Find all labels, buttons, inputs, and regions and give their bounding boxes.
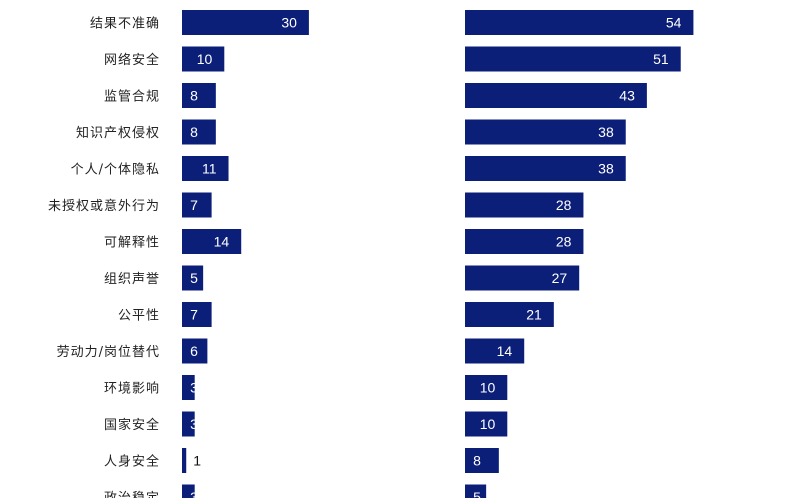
bar: [182, 192, 212, 218]
data-label: 10: [480, 380, 496, 396]
data-label: 21: [526, 307, 542, 323]
category-label: 组织声誉: [104, 272, 160, 287]
bar: [465, 83, 647, 108]
bar: [465, 229, 584, 254]
data-label: 6: [190, 343, 198, 359]
category-label: 未授权或意外行为: [48, 198, 160, 214]
category-label: 人身安全: [104, 454, 160, 470]
bar: [182, 46, 225, 72]
bar: [182, 83, 216, 108]
bar: [182, 411, 195, 437]
bar: [465, 46, 681, 72]
bar: [182, 10, 309, 35]
category-label: 结果不准确: [90, 17, 160, 32]
data-label: 54: [666, 15, 682, 31]
bar: [465, 192, 584, 218]
data-label: 28: [556, 234, 572, 250]
bar: [182, 484, 195, 498]
category-label: 劳动力/岗位替代: [57, 344, 160, 360]
data-label: 28: [556, 197, 572, 213]
data-label: 1: [193, 453, 201, 469]
bar: [182, 302, 212, 327]
bar: [465, 156, 626, 181]
category-label: 知识产权侵权: [76, 125, 160, 141]
bar: [465, 302, 554, 327]
data-label: 38: [598, 124, 614, 140]
category-label: 公平性: [118, 309, 160, 324]
bar: [465, 484, 487, 498]
data-label: 10: [480, 416, 496, 432]
data-label: 27: [552, 270, 568, 286]
category-label: 环境影响: [104, 381, 160, 397]
data-label: 8: [190, 88, 198, 104]
bar: [182, 265, 204, 291]
data-label: 38: [598, 161, 614, 177]
data-label: 3: [190, 489, 198, 498]
data-label: 14: [497, 343, 513, 359]
bar: [465, 375, 508, 400]
data-label: 14: [214, 234, 230, 250]
data-label: 8: [190, 124, 198, 140]
bar: [182, 156, 229, 181]
data-label: 11: [202, 161, 217, 177]
bar: [465, 448, 499, 473]
category-label: 国家安全: [104, 417, 160, 433]
bar: [465, 10, 694, 35]
data-label: 43: [619, 88, 635, 104]
bar: [465, 265, 580, 291]
category-label: 网络安全: [104, 52, 160, 68]
data-label: 7: [190, 197, 198, 213]
category-label: 个人/个体隐私: [71, 163, 160, 178]
bar: [465, 338, 525, 364]
bar: [182, 229, 242, 254]
category-label: 政治稳定: [104, 490, 160, 498]
data-label: 5: [473, 489, 481, 498]
data-label: 7: [190, 307, 198, 323]
data-label: 3: [190, 416, 198, 432]
data-label: 10: [197, 51, 213, 67]
bar: [465, 411, 508, 437]
bar: [182, 448, 187, 473]
bar: [182, 119, 216, 145]
data-label: 8: [473, 453, 481, 469]
data-label: 5: [190, 270, 198, 286]
bar: [465, 119, 626, 145]
data-label: 30: [281, 15, 297, 31]
data-label: 51: [653, 51, 669, 67]
bar: [182, 375, 195, 400]
category-label: 可解释性: [104, 236, 160, 251]
category-label: 监管合规: [104, 90, 160, 105]
data-label: 3: [190, 380, 198, 396]
bar: [182, 338, 208, 364]
